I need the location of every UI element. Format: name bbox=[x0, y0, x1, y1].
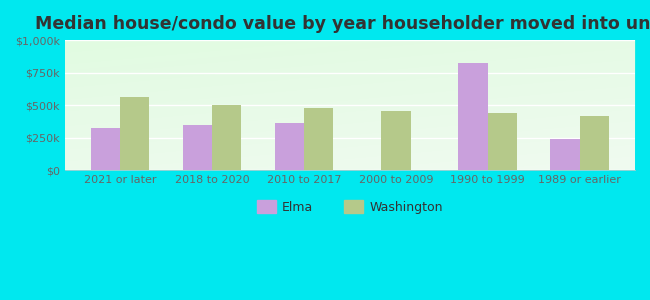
Bar bbox=[120, 97, 150, 170]
Bar bbox=[304, 108, 333, 170]
Bar bbox=[551, 139, 580, 170]
Bar bbox=[90, 128, 120, 170]
Bar bbox=[274, 123, 304, 170]
Bar bbox=[183, 125, 212, 170]
Bar bbox=[212, 105, 241, 170]
Bar bbox=[488, 113, 517, 170]
Title: Median house/condo value by year householder moved into unit: Median house/condo value by year househo… bbox=[35, 15, 650, 33]
Bar bbox=[580, 116, 609, 170]
Legend: Elma, Washington: Elma, Washington bbox=[252, 195, 448, 219]
Bar bbox=[458, 63, 488, 170]
Bar bbox=[381, 111, 411, 170]
